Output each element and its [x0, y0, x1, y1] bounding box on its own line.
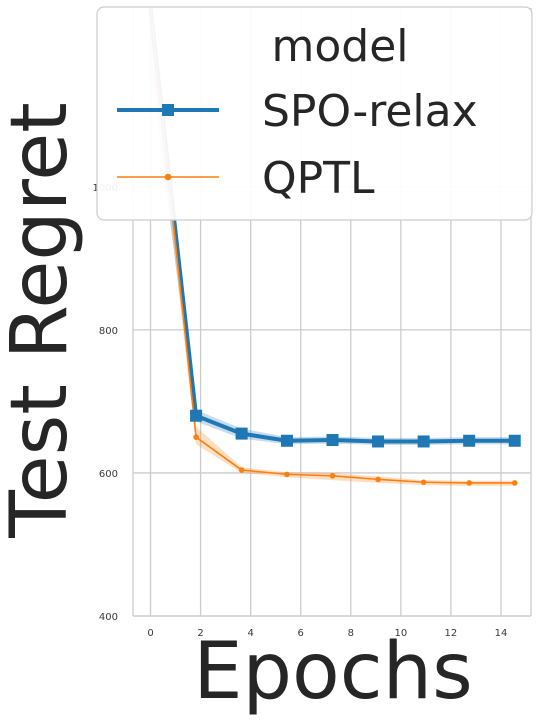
spo-relax-point: [417, 435, 430, 448]
qptl-point: [466, 480, 472, 486]
tick-labels: 024681012144006008001000: [93, 183, 508, 639]
spo-relax-point: [372, 435, 385, 448]
qptl-point: [238, 467, 245, 473]
qptl-point: [329, 473, 336, 479]
x-tick-label: 6: [298, 628, 304, 639]
qptl-point: [420, 479, 427, 486]
x-tick-label: 0: [147, 628, 153, 639]
spo-relax-point: [280, 434, 293, 447]
y-tick-label: 600: [99, 469, 118, 480]
qptl-point: [193, 434, 199, 440]
legend-qptl-marker: [164, 173, 172, 181]
x-axis-title: Epochs: [193, 627, 472, 717]
y-tick-label: 400: [99, 612, 118, 623]
y-axis-title: Test Regret: [0, 102, 85, 539]
legend-title: model: [271, 21, 408, 72]
legend-spo-relax-label: SPO-relax: [262, 86, 478, 137]
y-tick-label: 800: [99, 326, 118, 337]
legend-qptl-label: QPTL: [262, 153, 375, 204]
legend-spo-relax-marker: [162, 104, 174, 116]
x-tick-label: 12: [445, 628, 458, 639]
qptl-point: [284, 471, 290, 478]
x-tick-label: 10: [394, 628, 407, 639]
x-tick-label: 4: [247, 628, 253, 639]
legend-frame: [96, 6, 533, 221]
qptl-point: [511, 480, 518, 486]
spo-relax-point: [235, 427, 248, 440]
spo-relax-point: [326, 434, 339, 447]
legend: model SPO-relax QPTL: [96, 6, 533, 221]
series-markers: [190, 409, 521, 486]
x-tick-label: 8: [348, 628, 354, 639]
x-tick-label: 2: [197, 628, 203, 639]
spo-relax-point: [190, 409, 203, 422]
qptl-point: [375, 476, 381, 483]
spo-relax-point: [508, 434, 521, 447]
x-tick-label: 14: [495, 628, 508, 639]
legend-entries: SPO-relax QPTL: [117, 86, 478, 204]
spo-relax-point: [463, 434, 476, 447]
